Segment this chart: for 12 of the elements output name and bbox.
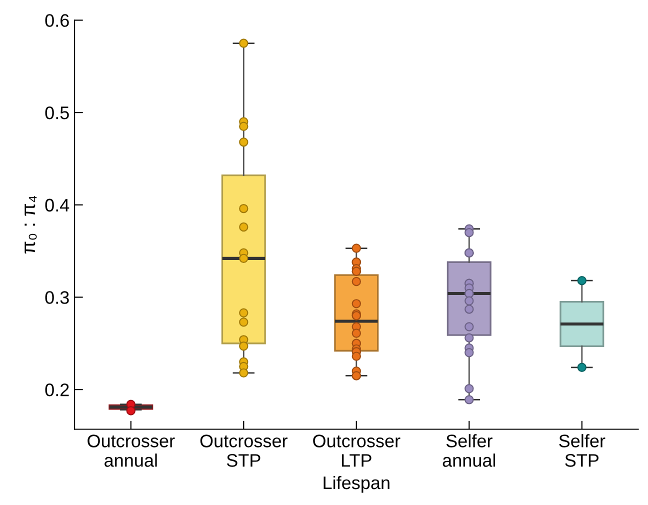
x-tick-label: Outcrosser LTP [313,434,400,467]
x-tick-label: Selfer annual [442,434,496,467]
y-tick-label: 0.2 [45,383,69,396]
y-tick-label: 0.3 [45,291,69,304]
x-tick-label: Selfer STP [559,434,606,467]
x-tick-label: Outcrosser annual [88,434,175,467]
y-tick-label: 0.4 [45,198,70,212]
y-tick-label: 0.5 [45,106,69,120]
y-axis-title: π₀ : π₄ [24,196,37,254]
x-axis-title: Lifespan [324,476,390,493]
x-tick-label: Outcrosser STP [200,434,288,467]
y-tick-label: 0.6 [45,14,69,27]
